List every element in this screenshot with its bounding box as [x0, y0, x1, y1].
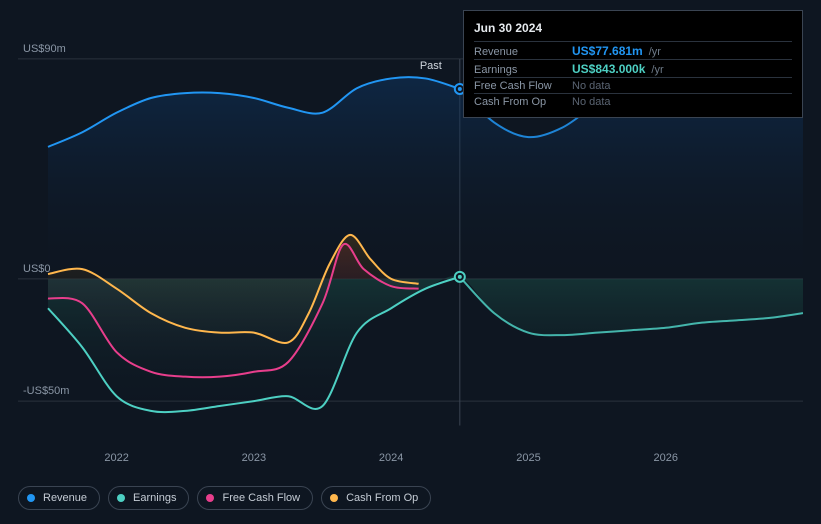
legend-label: Cash From Op	[346, 492, 418, 504]
legend-label: Earnings	[133, 492, 176, 504]
hover-tooltip: Jun 30 2024 RevenueUS$77.681m/yrEarnings…	[463, 10, 803, 118]
legend-item-fcf[interactable]: Free Cash Flow	[197, 486, 313, 510]
legend-item-earnings[interactable]: Earnings	[108, 486, 189, 510]
tooltip-row: Revenue US$77.681m/yr	[474, 41, 792, 59]
y-axis-label: US$0	[23, 263, 51, 275]
tooltip-key: Cash From Op	[474, 96, 566, 108]
tooltip-key: Earnings	[474, 64, 566, 76]
tooltip-unit: /yr	[649, 46, 661, 58]
tooltip-value: US$77.681m	[572, 44, 643, 58]
tooltip-key: Revenue	[474, 46, 566, 58]
tooltip-value: US$843.000k	[572, 62, 645, 76]
past-label: Past	[420, 60, 442, 72]
tooltip-row: Free Cash Flow No data	[474, 77, 792, 93]
legend-dot-icon	[117, 494, 125, 502]
y-axis-label: US$90m	[23, 43, 66, 55]
x-axis-label: 2025	[516, 452, 540, 464]
legend: Revenue Earnings Free Cash Flow Cash From O…	[18, 486, 431, 510]
tooltip-key: Free Cash Flow	[474, 80, 566, 92]
tooltip-row: Earnings US$843.000k/yr	[474, 59, 792, 77]
x-axis-label: 2023	[242, 452, 266, 464]
tooltip-row: Cash From Op No data	[474, 93, 792, 109]
legend-label: Revenue	[43, 492, 87, 504]
tooltip-title: Jun 30 2024	[474, 17, 792, 41]
x-axis-label: 2026	[653, 452, 677, 464]
tooltip-unit: /yr	[651, 64, 663, 76]
legend-dot-icon	[330, 494, 338, 502]
legend-item-cfo[interactable]: Cash From Op	[321, 486, 431, 510]
x-axis-label: 2022	[104, 452, 128, 464]
legend-label: Free Cash Flow	[222, 492, 300, 504]
legend-dot-icon	[27, 494, 35, 502]
tooltip-rows: Revenue US$77.681m/yr Earnings US$843.000k /…	[474, 41, 792, 109]
tooltip-nodata: No data	[572, 80, 611, 92]
y-axis-label: -US$50m	[23, 385, 69, 397]
chart-container: Jun 30 2024 RevenueUS$77.681m/yrEarnings…	[18, 10, 803, 510]
tooltip-nodata: No data	[572, 96, 611, 108]
legend-item-revenue[interactable]: Revenue	[18, 486, 100, 510]
legend-dot-icon	[206, 494, 214, 502]
x-axis-label: 2024	[379, 452, 403, 464]
